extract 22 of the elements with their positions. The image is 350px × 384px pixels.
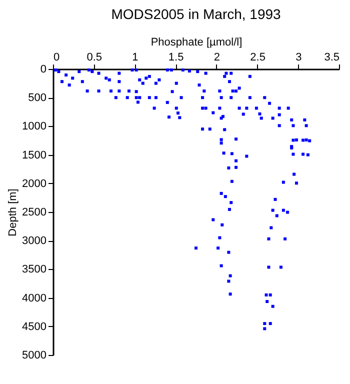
x-tick-label: 0.5 <box>86 52 102 64</box>
y-tick-label: 4500 <box>22 320 46 333</box>
x-tick-label: 0 <box>54 52 60 64</box>
y-tick-label: 5000 <box>22 350 46 362</box>
x-tick-label: 2 <box>214 52 220 64</box>
y-tick-label: 4000 <box>22 292 46 304</box>
y-tick-label: 3500 <box>22 264 46 276</box>
x-tick-label: 2.5 <box>250 52 266 64</box>
y-tick-label: 500 <box>28 92 46 104</box>
y-tick-label: 2500 <box>22 206 46 218</box>
y-axis-title: Depth [m] <box>7 188 20 236</box>
y-tick-label: 0 <box>40 64 46 76</box>
y-tick-label: 3000 <box>22 235 46 248</box>
y-tick-label: 2000 <box>22 178 46 190</box>
y-tick-label: 1500 <box>22 149 46 162</box>
x-tick-label: 1.5 <box>168 52 184 64</box>
x-tick-label: 3 <box>296 52 302 64</box>
x-tick-label: 3.5 <box>324 52 340 64</box>
y-tick-label: 1000 <box>22 120 46 133</box>
x-axis-title: Phosphate [µmol/l] <box>150 36 242 48</box>
x-tick-label: 1 <box>132 52 138 64</box>
chart-title: MODS2005 in March, 1993 <box>111 6 282 22</box>
